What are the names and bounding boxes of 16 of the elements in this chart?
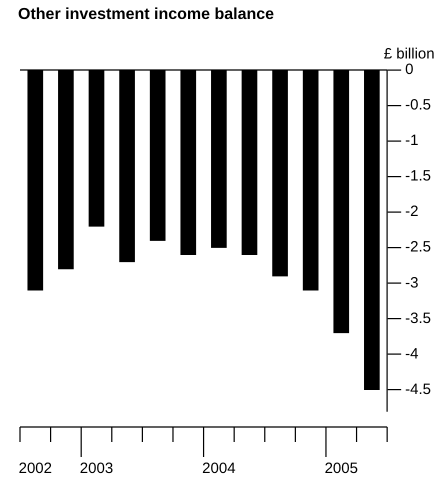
- y-tick-label: -1.5: [405, 168, 432, 185]
- y-tick-label: -0.5: [405, 96, 432, 114]
- y-tick-label: -3: [405, 274, 418, 292]
- y-tick-label: -4: [405, 345, 418, 362]
- x-tick-label: 2004: [202, 460, 236, 477]
- y-tick-label: -2: [405, 203, 418, 220]
- x-tick-label: 2003: [80, 460, 114, 477]
- y-tick-label: -3.5: [405, 310, 432, 327]
- x-tick-label: 2002: [18, 460, 52, 477]
- y-axis-title: £ billion: [384, 46, 435, 63]
- y-tick-label: 0: [405, 61, 414, 78]
- chart-title: Other investment income balance: [18, 6, 274, 24]
- y-tick-label: -1: [405, 132, 418, 150]
- y-tick-label: -4.5: [405, 380, 432, 398]
- y-tick-label: -2.5: [405, 238, 432, 256]
- x-tick-label: 2005: [324, 460, 358, 477]
